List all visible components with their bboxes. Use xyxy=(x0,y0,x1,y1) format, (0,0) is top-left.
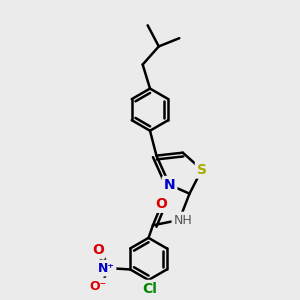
Text: NH: NH xyxy=(173,214,192,226)
Text: N⁺: N⁺ xyxy=(98,262,115,275)
Text: S: S xyxy=(197,163,207,177)
Text: Cl: Cl xyxy=(142,282,158,296)
Text: O: O xyxy=(155,197,167,211)
Text: O⁻: O⁻ xyxy=(89,280,106,293)
Text: O: O xyxy=(92,243,104,257)
Text: N: N xyxy=(164,178,176,192)
